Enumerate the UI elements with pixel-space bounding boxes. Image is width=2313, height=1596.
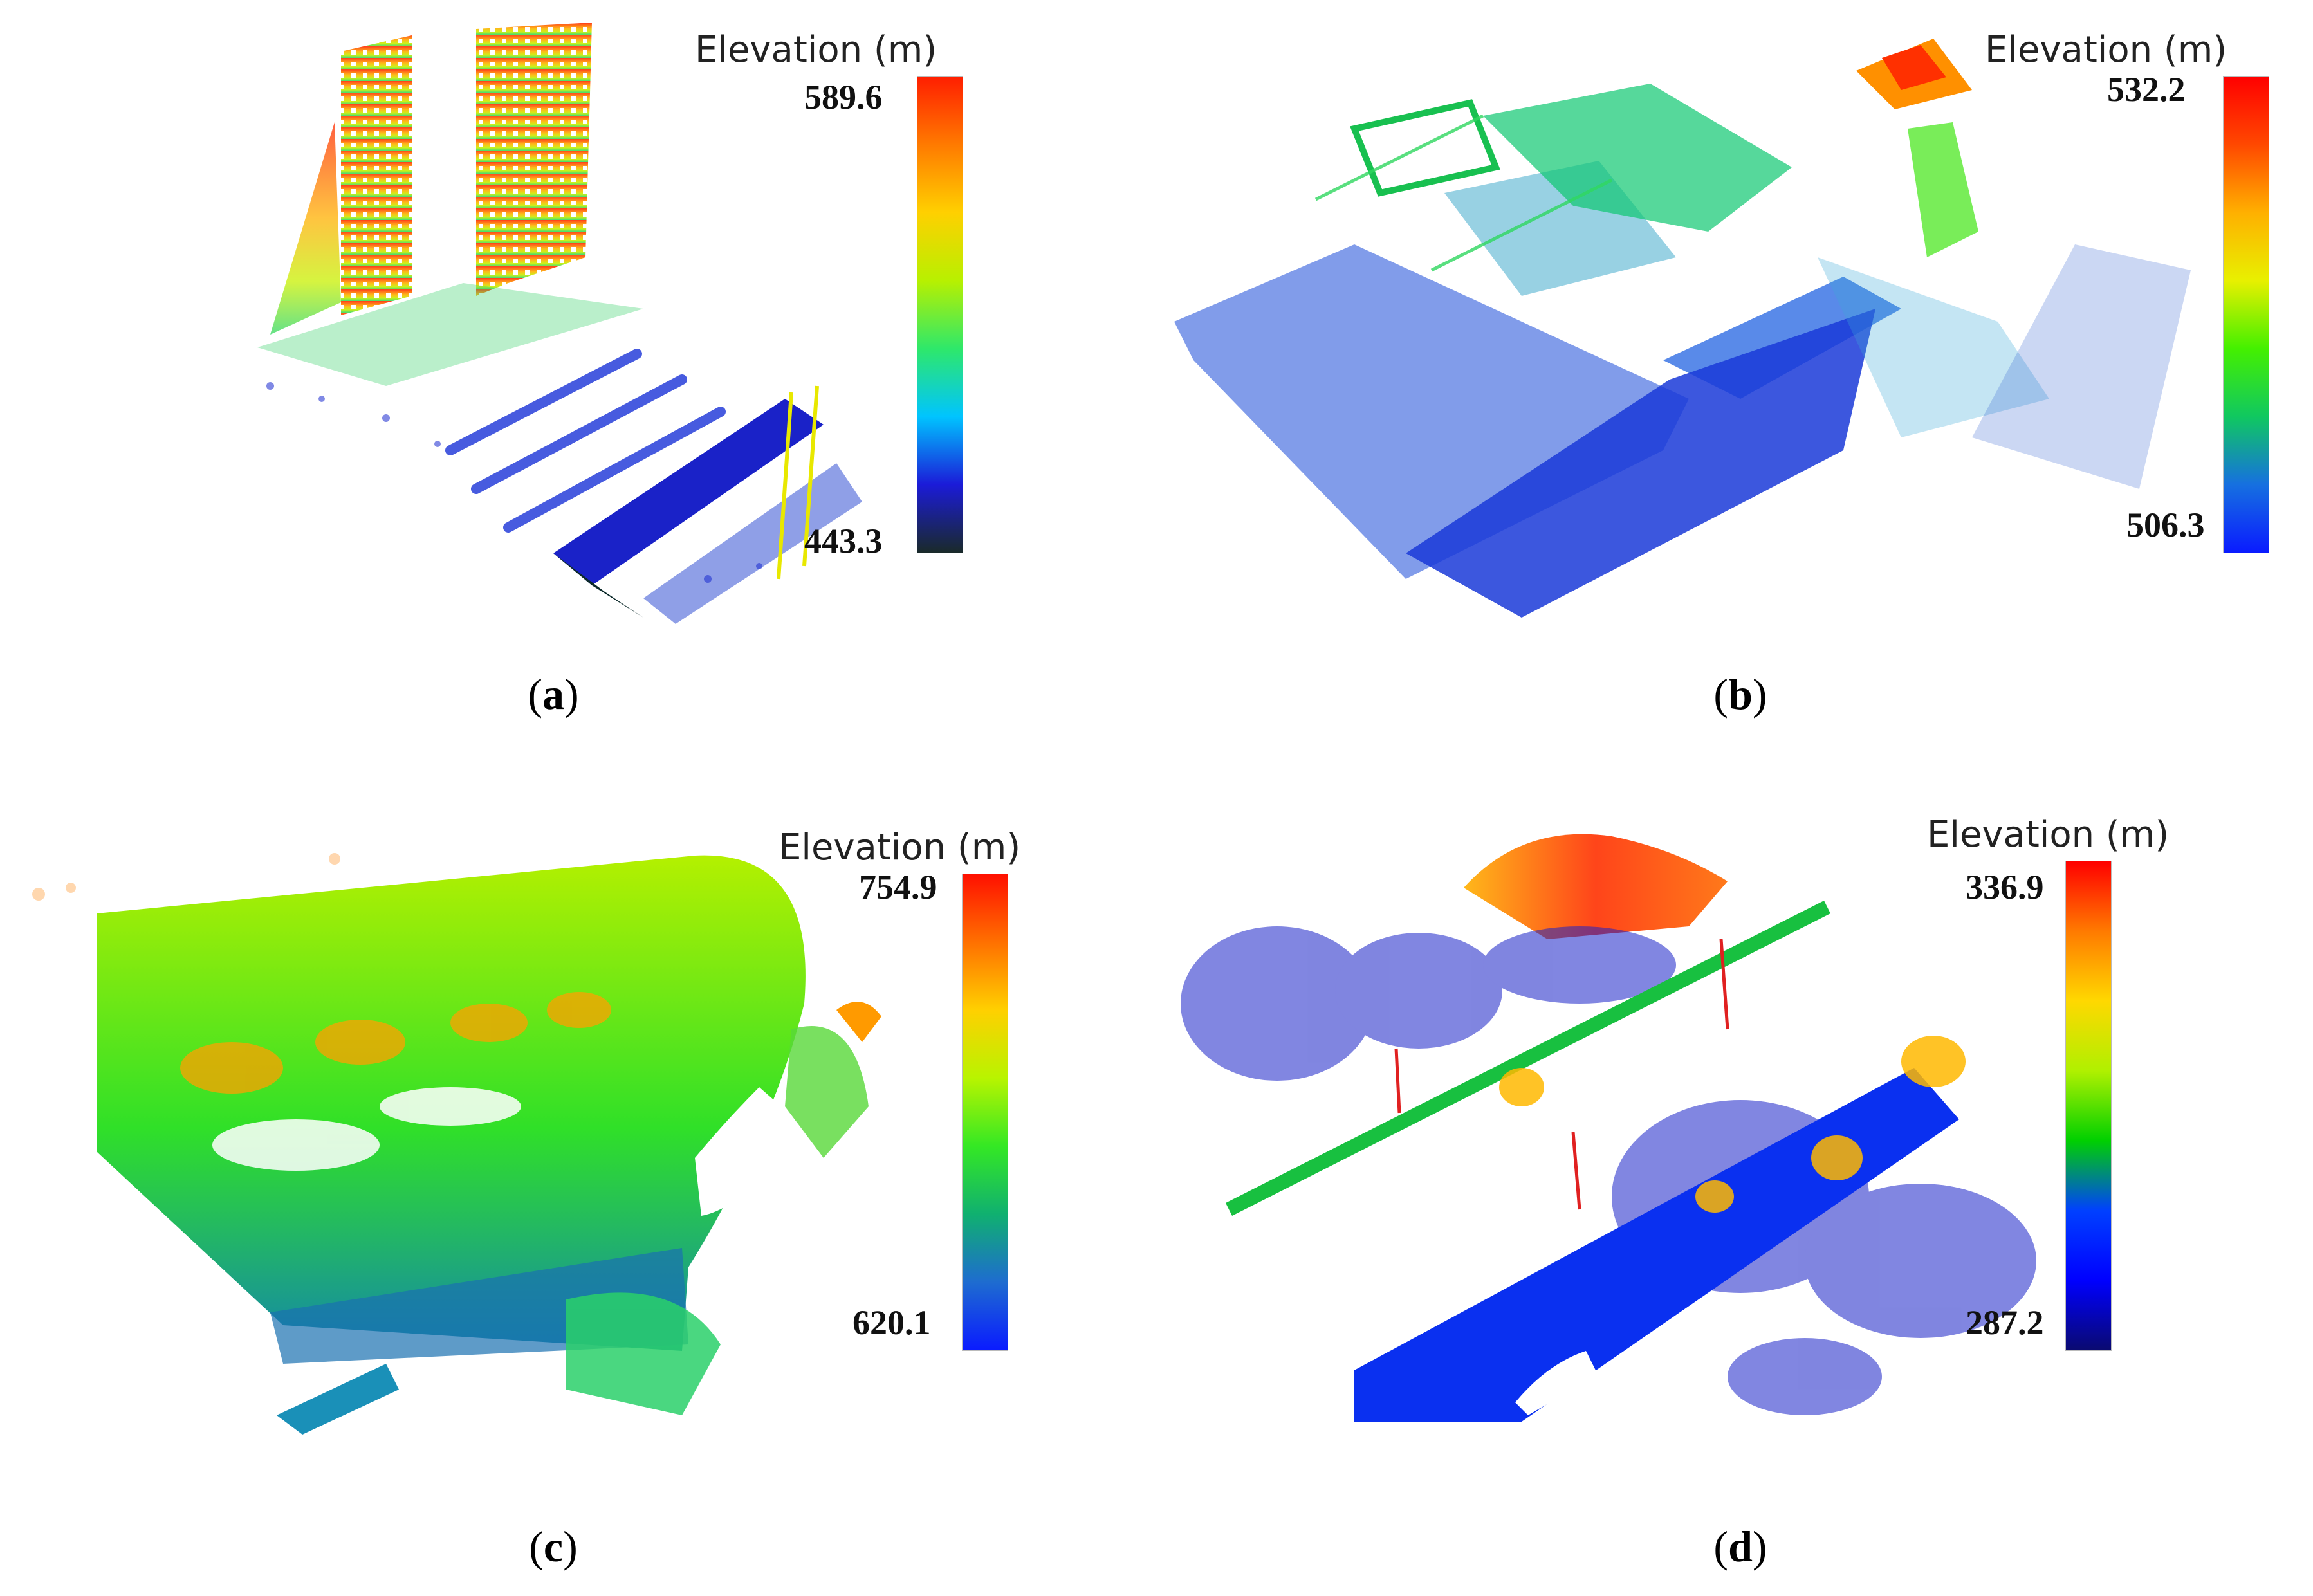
panel-d: Elevation (m) 336.9 287.2 [1161, 798, 2313, 1441]
colorbar-d [2065, 861, 2112, 1351]
legend-title-c: Elevation (m) [779, 827, 1021, 868]
colorbar-a [917, 76, 963, 553]
caption-letter-c: c [543, 1522, 564, 1571]
point-cloud-a [257, 23, 862, 624]
point-cloud-d [1181, 834, 2036, 1422]
legend-min-b: 506.3 [2126, 506, 2205, 544]
caption-a: (a) [528, 670, 579, 719]
legend-max-b: 532.2 [2107, 70, 2186, 109]
panel-a: Elevation (m) 589.6 443.3 [0, 0, 1152, 643]
colorbar-b [2223, 76, 2269, 553]
legend-max-c: 754.9 [859, 868, 937, 906]
caption-b: (b) [1713, 670, 1767, 719]
point-cloud-c [32, 853, 881, 1435]
legend-min-c: 620.1 [852, 1303, 931, 1342]
legend-min-d: 287.2 [1966, 1303, 2044, 1342]
point-cloud-b [1174, 39, 2191, 618]
legend-title-a: Elevation (m) [695, 29, 937, 71]
caption-c: (c) [529, 1522, 578, 1571]
legend-title-d: Elevation (m) [1927, 814, 2170, 856]
legend-min-a: 443.3 [804, 522, 883, 560]
caption-d: (d) [1713, 1522, 1767, 1571]
panel-b: Elevation (m) 532.2 506.3 [1161, 0, 2313, 643]
legend-title-b: Elevation (m) [1985, 29, 2227, 71]
caption-letter-d: d [1728, 1522, 1753, 1571]
caption-letter-a: a [542, 670, 564, 719]
legend-max-a: 589.6 [804, 78, 883, 116]
caption-letter-b: b [1728, 670, 1753, 719]
panel-c: Elevation (m) 754.9 620.1 [0, 798, 1152, 1441]
colorbar-c [962, 874, 1008, 1351]
legend-max-d: 336.9 [1966, 868, 2044, 906]
